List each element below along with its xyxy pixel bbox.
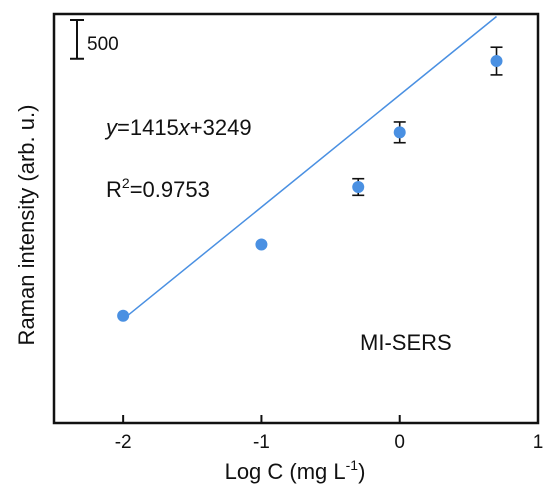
data-point [352,181,365,194]
data-point [393,126,406,139]
data-point [490,55,503,68]
r-squared-value: =0.9753 [130,177,210,202]
fit-equation-x: x [178,115,191,140]
x-axis-label-main: Log C (mg L [225,459,346,484]
x-tick-labels: -2 -1 0 1 [115,432,544,453]
x-tick-marks [122,415,539,423]
fit-equation: y=1415x+3249 [104,115,252,140]
r-squared-base: R [106,177,122,202]
y-axis-label: Raman intensity (arb. u.) [14,105,39,346]
plot-frame [52,12,540,425]
r-squared: R2=0.9753 [106,175,210,202]
scale-bar: 500 [70,19,119,60]
fit-equation-slope: =1415 [117,115,179,140]
data-point [117,309,130,322]
error-bars [352,46,503,197]
fit-line [122,15,497,320]
fit-equation-intercept: +3249 [190,115,252,140]
data-point [255,238,268,251]
fit-equation-y: y [104,115,119,140]
scale-bar-label: 500 [87,34,119,55]
data-points [117,55,503,322]
r-squared-sup: 2 [122,175,130,191]
series-label: MI-SERS [360,330,452,355]
x-tick-label: 0 [394,432,405,453]
x-axis-label: Log C (mg L-1) [225,457,366,484]
x-tick-label: -2 [115,432,132,453]
x-tick-label: -1 [253,432,270,453]
x-tick-label: 1 [533,432,544,453]
x-axis-label-tail: ) [358,459,365,484]
x-axis-label-sup: -1 [346,457,359,473]
